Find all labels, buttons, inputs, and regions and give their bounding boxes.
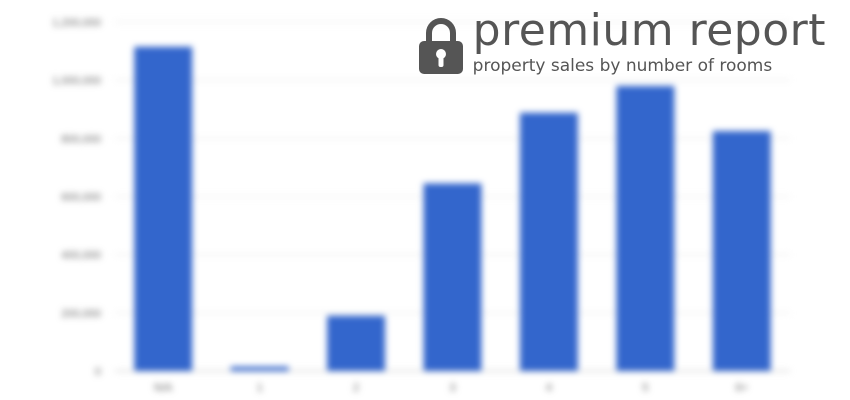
bar [231,367,289,371]
bar [424,183,482,371]
y-tick-label: 200,000 [61,308,101,320]
y-tick-label: 800,000 [61,133,101,145]
x-tick-label: 6+ [736,382,749,394]
x-tick-label: 4 [546,382,552,394]
y-tick-label: 1,200,000 [52,17,101,29]
bar [134,47,192,371]
bar [713,131,771,371]
x-tick-label: 2 [353,382,359,394]
x-tick-label: N/A [154,382,173,394]
y-tick-label: 600,000 [61,192,101,204]
lock-icon [417,16,465,76]
x-tick-label: 5 [642,382,648,394]
premium-subtitle: property sales by number of rooms [473,56,826,76]
bar [520,113,578,371]
y-tick-label: 400,000 [61,250,101,262]
y-tick-label: 1,000,000 [52,75,101,87]
x-tick-label: 1 [257,382,263,394]
y-tick-label: 0 [95,366,101,378]
premium-badge[interactable]: premium report property sales by number … [417,8,826,76]
x-tick-label: 3 [449,382,455,394]
bar [616,86,674,371]
bar [327,316,385,371]
premium-title: premium report [473,8,826,54]
